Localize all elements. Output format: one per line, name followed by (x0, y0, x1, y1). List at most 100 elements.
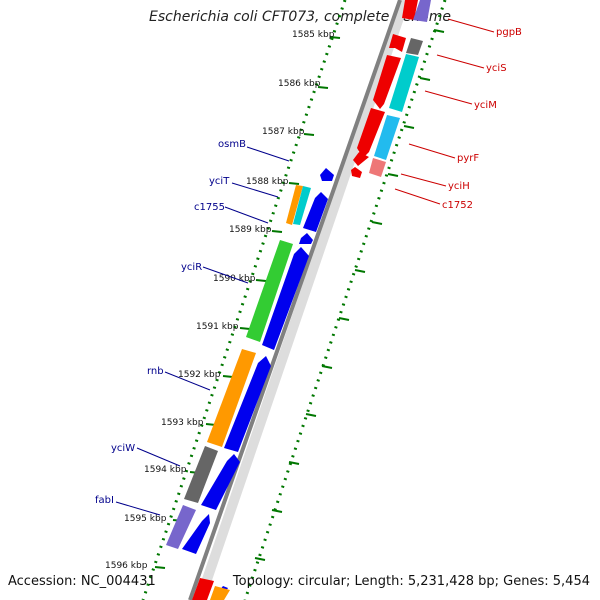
map-title: Escherichia coli CFT073, complete genome (149, 9, 451, 25)
cog-box[interactable] (374, 115, 400, 160)
major-tick (321, 365, 333, 369)
cog-box[interactable] (406, 38, 423, 55)
gene-label-yciS[interactable]: yciS (486, 63, 507, 74)
major-tick (222, 375, 234, 378)
cog-boxes-left (166, 185, 311, 600)
cog-box[interactable] (210, 586, 230, 600)
gene-label-yciR[interactable]: yciR (181, 262, 202, 273)
major-tick (433, 29, 445, 33)
cog-box[interactable] (184, 446, 218, 503)
major-tick (154, 566, 166, 569)
major-tick (288, 461, 300, 465)
label-leader (246, 146, 290, 162)
backbone-shadow (195, 0, 410, 600)
cog-box[interactable] (413, 0, 431, 22)
label-leader (164, 371, 211, 391)
gene-label-yciW[interactable]: yciW (111, 443, 135, 454)
tick-label: 1591 kbp (196, 322, 239, 332)
label-leader (424, 90, 473, 105)
major-tick (419, 77, 431, 81)
gene-label-pyrF[interactable]: pyrF (457, 153, 479, 164)
gene-label-yciM[interactable]: yciM (474, 100, 497, 111)
tick-label: 1593 kbp (161, 418, 204, 428)
tick-track-left (141, 0, 347, 600)
label-leader (400, 173, 447, 187)
gene-label-yciH[interactable]: yciH (448, 181, 470, 192)
gene-label-rnb[interactable]: rnb (147, 366, 164, 377)
accession-text: Accession: NC_004431 (8, 574, 156, 589)
left-label-leaders (115, 146, 290, 516)
major-tick (403, 125, 415, 129)
major-tick (387, 173, 399, 177)
cog-box[interactable] (207, 349, 256, 447)
orf-arrow[interactable] (402, 0, 418, 20)
cog-box[interactable] (369, 158, 386, 177)
cog-box[interactable] (246, 240, 293, 342)
gene-label-fabI[interactable]: fabI (95, 495, 114, 506)
orf-arrow[interactable] (262, 247, 309, 350)
orf-arrow[interactable] (201, 454, 240, 510)
tick-labels: 1585 kbp 1586 kbp 1587 kbp 1588 kbp 1589… (105, 30, 335, 571)
tick-label: 1589 kbp (229, 225, 272, 235)
orf-arrow[interactable] (224, 356, 271, 452)
orf-arrow[interactable] (353, 152, 369, 166)
orf-arrow[interactable] (320, 168, 334, 181)
label-leader (231, 182, 279, 198)
orf-arrow[interactable] (351, 167, 362, 178)
label-leader (136, 447, 181, 467)
tick-label: 1592 kbp (178, 370, 221, 380)
major-tick (329, 36, 341, 39)
label-leader (436, 54, 485, 69)
cog-box[interactable] (192, 578, 214, 600)
orf-arrow[interactable] (299, 233, 313, 244)
orf-arrow[interactable] (182, 514, 210, 554)
reverse-orfs (351, 0, 418, 178)
label-leader (115, 501, 161, 516)
gene-label-c1752[interactable]: c1752 (442, 200, 473, 211)
major-tick (338, 317, 350, 321)
gene-label-pgpB[interactable]: pgpB (496, 27, 522, 38)
label-leader (202, 266, 249, 284)
label-leader (408, 143, 456, 159)
orf-arrow[interactable] (303, 192, 328, 232)
tick-label: 1586 kbp (278, 79, 321, 89)
major-tick (354, 269, 366, 273)
right-label-leaders (394, 18, 495, 205)
tick-label: 1595 kbp (124, 514, 167, 524)
label-leader (394, 188, 441, 205)
major-tick (255, 279, 267, 282)
right-gene-labels: pgpB yciS yciM pyrF yciH c1752 (442, 27, 522, 211)
tick-label: 1585 kbp (292, 30, 335, 40)
major-tick (239, 327, 251, 330)
backbone (188, 0, 402, 600)
orf-arrow[interactable] (373, 55, 401, 109)
gene-label-c1755[interactable]: c1755 (194, 202, 225, 213)
major-tick (254, 557, 266, 561)
tick-label: 1587 kbp (262, 127, 305, 137)
major-tick (271, 509, 283, 513)
cog-box[interactable] (389, 54, 419, 112)
major-tick (271, 230, 283, 233)
cog-box[interactable] (286, 185, 303, 225)
label-leader (224, 206, 269, 224)
tick-label: 1596 kbp (105, 561, 148, 571)
tick-label: 1588 kbp (246, 177, 289, 187)
cog-box[interactable] (293, 186, 311, 225)
major-tick (371, 221, 383, 225)
label-leader (447, 18, 495, 33)
orf-arrow[interactable] (389, 34, 406, 52)
gene-label-osmB[interactable]: osmB (218, 139, 246, 150)
cog-box[interactable] (166, 505, 196, 549)
tick-label: 1594 kbp (144, 465, 187, 475)
topology-text: Topology: circular; Length: 5,231,428 bp… (232, 574, 590, 589)
cog-boxes-right (369, 0, 431, 177)
major-tick (305, 413, 317, 417)
orf-arrow[interactable] (357, 108, 385, 158)
gene-label-yciT[interactable]: yciT (209, 176, 230, 187)
tick-track-right (243, 0, 447, 600)
left-gene-labels: osmB yciT c1755 yciR rnb yciW fabI (95, 139, 246, 506)
major-tick (288, 182, 300, 185)
major-tick (303, 133, 315, 136)
